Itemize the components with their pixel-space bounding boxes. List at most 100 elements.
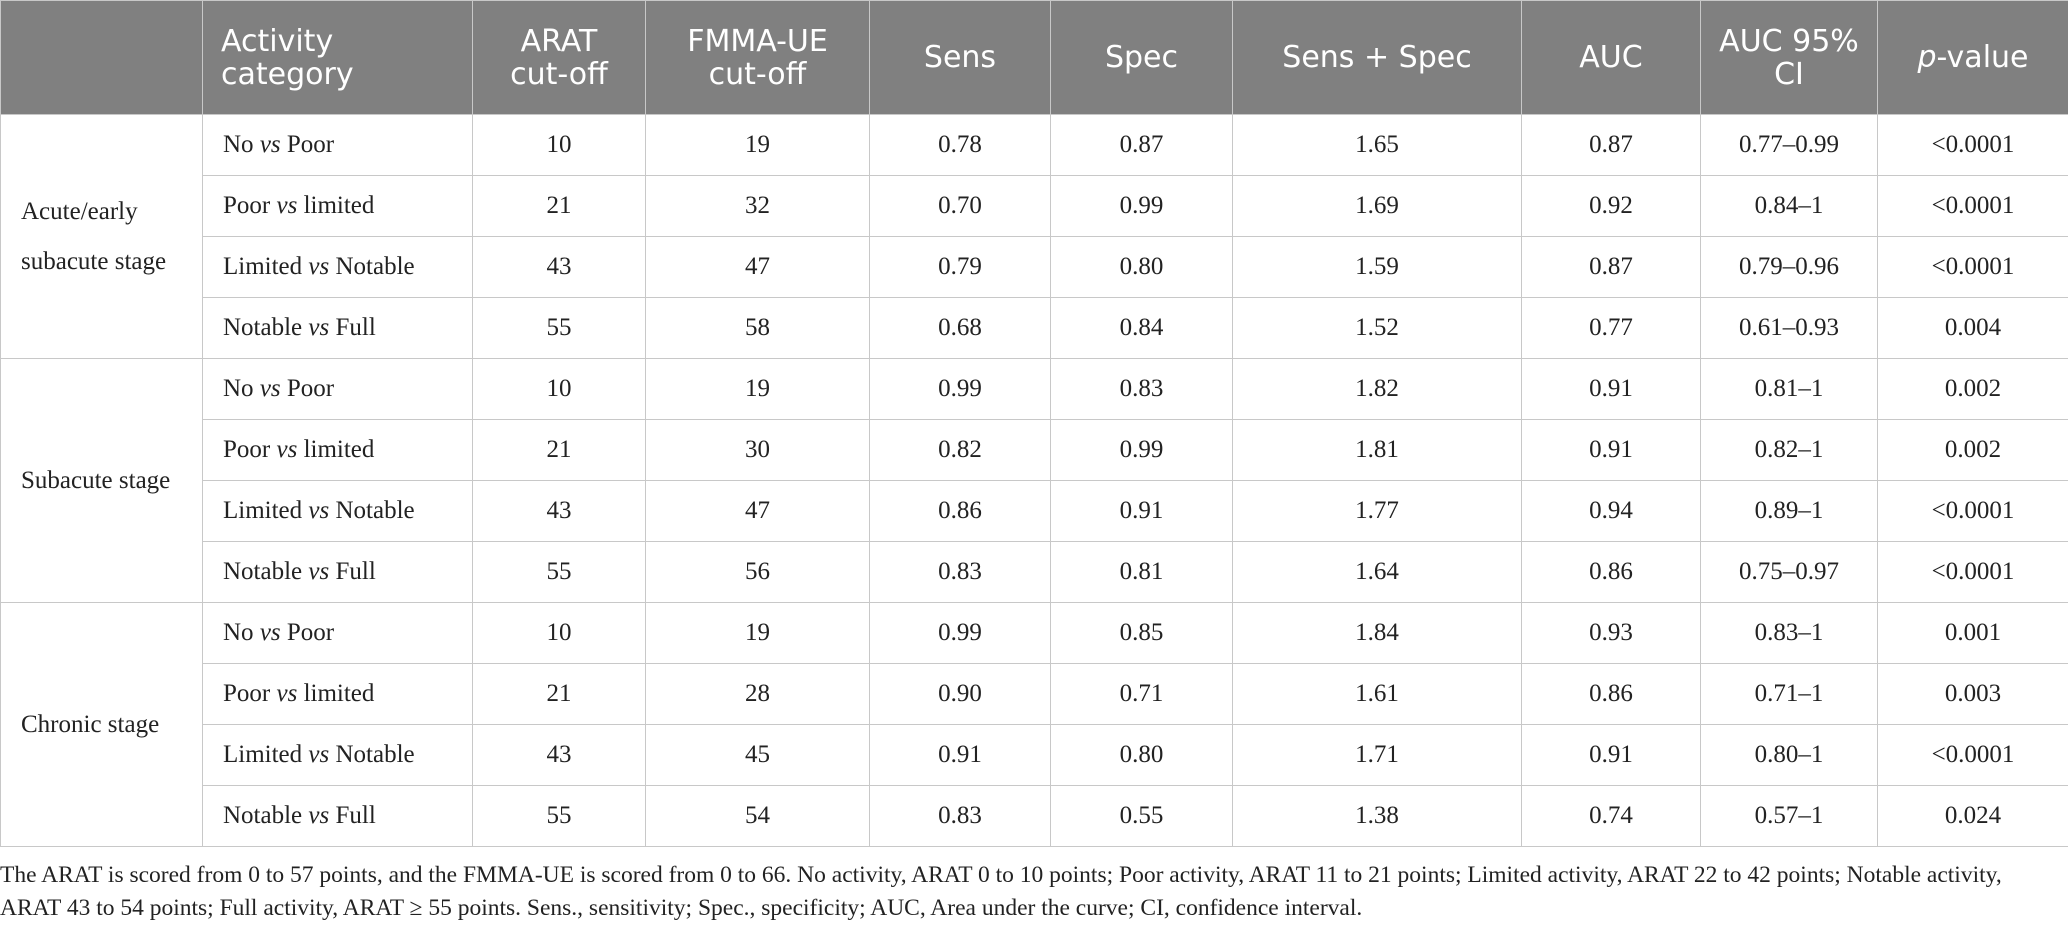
comparison-text: vs <box>308 314 330 341</box>
value-cell: 0.99 <box>1050 175 1233 237</box>
value-cell: 0.71–1 <box>1700 663 1878 725</box>
table-row: Subacute stage No vs Poor 10 19 0.99 0.83 1.82… <box>0 358 2068 603</box>
comparison-text: Notable <box>335 741 415 768</box>
value-cell: 19 <box>645 358 870 420</box>
value-cell: 21 <box>472 175 646 237</box>
table-row: Notable vs Full 55 58 0.68 0.84 1.52 0.77 0.61–… <box>1 297 2068 359</box>
value-cell: 0.024 <box>1877 785 2068 847</box>
value-cell: <0.0001 <box>1877 480 2068 542</box>
comparison-text: No <box>223 131 254 158</box>
comparison-text: Full <box>335 314 376 341</box>
table-row: Notable vs Full 55 54 0.83 0.55 1.38 0.74 0.57–… <box>1 785 2068 847</box>
value-cell: 21 <box>472 663 646 725</box>
value-cell: 0.74 <box>1521 785 1701 847</box>
value-cell: 0.77 <box>1521 297 1701 359</box>
table-row: Limited vs Notable 43 47 0.86 0.91 1.77 0.94 0.… <box>1 480 2068 542</box>
value-cell: 55 <box>472 541 646 603</box>
value-cell: 30 <box>645 419 870 481</box>
value-cell: 0.86 <box>1521 663 1701 725</box>
comparison-text: No <box>223 375 254 402</box>
comparison-text: Poor <box>223 680 271 707</box>
table-row: Acute/early subacute stage No vs Poor 10 19… <box>0 114 2068 359</box>
value-cell: 0.70 <box>869 175 1051 237</box>
value-cell: 1.38 <box>1232 785 1522 847</box>
comparison-text: limited <box>303 436 375 463</box>
value-cell: 0.84–1 <box>1700 175 1878 237</box>
comparison-text: vs <box>308 558 330 585</box>
comparison-text: Limited <box>223 253 303 280</box>
value-cell: 0.003 <box>1877 663 2068 725</box>
value-cell: 56 <box>645 541 870 603</box>
value-cell: 0.80 <box>1050 236 1233 298</box>
header-cell: ARAT cut-off <box>472 0 646 115</box>
value-cell: 0.79–0.96 <box>1700 236 1878 298</box>
value-cell: 0.71 <box>1050 663 1233 725</box>
value-cell: 10 <box>472 602 646 664</box>
value-cell: 0.91 <box>1050 480 1233 542</box>
value-cell: 0.91 <box>869 724 1051 786</box>
comparison-text: limited <box>303 680 375 707</box>
value-cell: 0.86 <box>869 480 1051 542</box>
value-cell: 19 <box>645 602 870 664</box>
value-cell: 0.002 <box>1877 419 2068 481</box>
value-cell: 47 <box>645 236 870 298</box>
comparison-cell: No vs Poor <box>202 602 473 664</box>
value-cell: 43 <box>472 724 646 786</box>
value-cell: 10 <box>472 114 646 176</box>
value-cell: 45 <box>645 724 870 786</box>
header-cell: FMMA-UE cut-off <box>645 0 870 115</box>
value-cell: 0.85 <box>1050 602 1233 664</box>
value-cell: 0.93 <box>1521 602 1701 664</box>
value-cell: <0.0001 <box>1877 114 2068 176</box>
value-cell: 0.002 <box>1877 358 2068 420</box>
table-row: Limited vs Notable 43 45 0.91 0.80 1.71 0.91 0.… <box>1 724 2068 786</box>
value-cell: 54 <box>645 785 870 847</box>
value-cell: 1.52 <box>1232 297 1522 359</box>
value-cell: 10 <box>472 358 646 420</box>
comparison-text: vs <box>259 131 281 158</box>
table-row: Poor vs limited 21 30 0.82 0.99 1.81 0.91 0.82–… <box>1 419 2068 481</box>
value-cell: 0.81 <box>1050 541 1233 603</box>
value-cell: 0.55 <box>1050 785 1233 847</box>
value-cell: 0.87 <box>1521 114 1701 176</box>
comparison-text: Notable <box>223 802 303 829</box>
stage-cell: Subacute stage <box>0 358 203 603</box>
value-cell: 0.57–1 <box>1700 785 1878 847</box>
stage-cell: Chronic stage <box>0 602 203 847</box>
comparison-text: vs <box>308 253 330 280</box>
comparison-text: Poor <box>223 436 271 463</box>
header-cell <box>0 0 203 115</box>
comparison-text: vs <box>308 802 330 829</box>
comparison-text: Poor <box>286 131 335 158</box>
table-row: Chronic stage No vs Poor 10 19 0.99 0.85 1.84 0… <box>0 602 2068 847</box>
table-row: Poor vs limited 21 32 0.70 0.99 1.69 0.92 0.84–… <box>1 175 2068 237</box>
comparison-text: Poor <box>286 375 335 402</box>
header-cell: p-value <box>1877 0 2068 115</box>
value-cell: 0.001 <box>1877 602 2068 664</box>
value-cell: 0.82–1 <box>1700 419 1878 481</box>
comparison-text: Limited <box>223 741 303 768</box>
table-row: Notable vs Full 55 56 0.83 0.81 1.64 0.86 0.75–… <box>1 541 2068 603</box>
comparison-text: Full <box>335 802 376 829</box>
table-row: Poor vs limited 21 28 0.90 0.71 1.61 0.86 0.71–… <box>1 663 2068 725</box>
value-cell: 1.81 <box>1232 419 1522 481</box>
comparison-text: Poor <box>286 619 335 646</box>
value-cell: 0.80–1 <box>1700 724 1878 786</box>
comparison-cell: Notable vs Full <box>202 785 473 847</box>
value-cell: 0.99 <box>869 358 1051 420</box>
header-cell: AUC <box>1521 0 1701 115</box>
value-cell: 58 <box>645 297 870 359</box>
stage-cell: Acute/early subacute stage <box>0 114 203 359</box>
value-cell: 0.99 <box>1050 419 1233 481</box>
value-cell: 0.90 <box>869 663 1051 725</box>
value-cell: 21 <box>472 419 646 481</box>
value-cell: 1.84 <box>1232 602 1522 664</box>
value-cell: 0.89–1 <box>1700 480 1878 542</box>
value-cell: 0.004 <box>1877 297 2068 359</box>
value-cell: 0.78 <box>869 114 1051 176</box>
comparison-text: vs <box>308 741 330 768</box>
value-cell: 0.92 <box>1521 175 1701 237</box>
value-cell: 55 <box>472 297 646 359</box>
value-cell: <0.0001 <box>1877 724 2068 786</box>
value-cell: 0.87 <box>1521 236 1701 298</box>
